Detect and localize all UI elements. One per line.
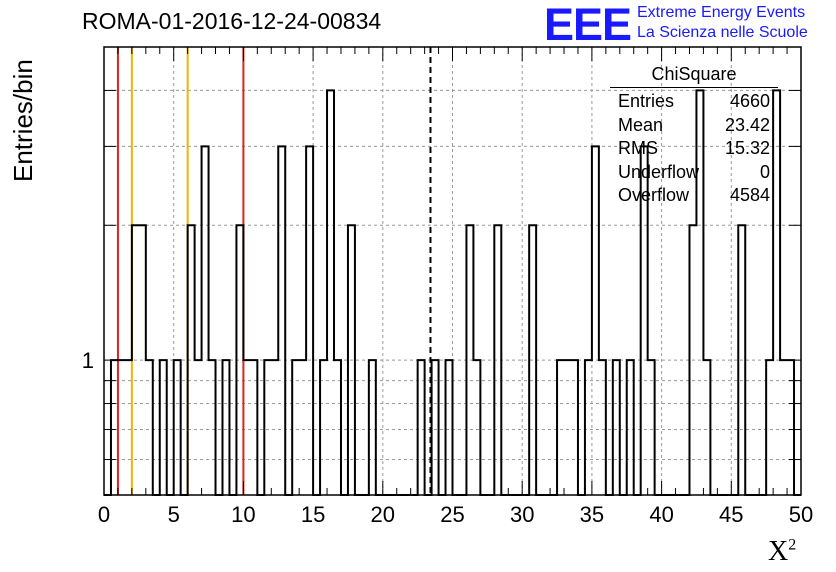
x-tick-label: 25 — [440, 502, 464, 527]
x-axis-ticks: 0 5 10 15 20 25 30 35 40 45 50 — [98, 47, 813, 527]
x-axis-label-base: X — [768, 536, 789, 567]
stats-row: Underflow 0 — [610, 161, 778, 185]
stat-value: 23.42 — [724, 114, 770, 135]
x-tick-label: 30 — [510, 502, 534, 527]
x-tick-label: 20 — [371, 502, 395, 527]
stat-value: 4660 — [729, 91, 770, 111]
x-tick-label: 35 — [580, 502, 604, 527]
stat-label: Underflow — [618, 161, 700, 182]
x-axis-label-sup: 2 — [788, 536, 797, 554]
y-tick-label: 1 — [82, 348, 94, 373]
x-tick-label: 45 — [719, 502, 743, 527]
stat-value: 0 — [759, 161, 770, 182]
x-tick-label: 15 — [301, 502, 325, 527]
x-tick-label: 40 — [649, 502, 673, 527]
stats-box: ChiSquare Entries 4660 Mean 23.42 RMS 15.32… — [610, 64, 778, 208]
logo-line-1: Extreme Energy Events — [637, 4, 806, 21]
x-tick-label: 50 — [789, 502, 813, 527]
eee-logo: EEE — [544, 0, 632, 50]
x-tick-label: 10 — [231, 502, 255, 527]
x-tick-label: 0 — [98, 502, 110, 527]
stats-row: Overflow 4584 — [610, 184, 778, 208]
reference-lines — [116, 47, 432, 495]
stat-label: Overflow — [618, 185, 690, 205]
stat-label: Entries — [618, 91, 675, 111]
stat-value: 15.32 — [724, 138, 770, 158]
logo-line-2: La Scienza nelle Scuole — [637, 24, 808, 41]
stat-label: RMS — [618, 138, 658, 158]
y-axis-label: Entries/bin — [8, 59, 38, 182]
stats-row: RMS 15.32 — [610, 137, 778, 161]
stats-title: ChiSquare — [610, 64, 778, 88]
stats-row: Entries 4660 — [610, 90, 778, 114]
stat-label: Mean — [618, 114, 664, 135]
x-tick-label: 5 — [168, 502, 180, 527]
stats-row: Mean 23.42 — [610, 114, 778, 138]
x-axis-label: X2 — [768, 536, 796, 568]
chart-title: ROMA-01-2016-12-24-00834 — [82, 8, 382, 34]
y-axis-ticks: 1 — [82, 89, 801, 461]
stat-value: 4584 — [729, 185, 770, 205]
